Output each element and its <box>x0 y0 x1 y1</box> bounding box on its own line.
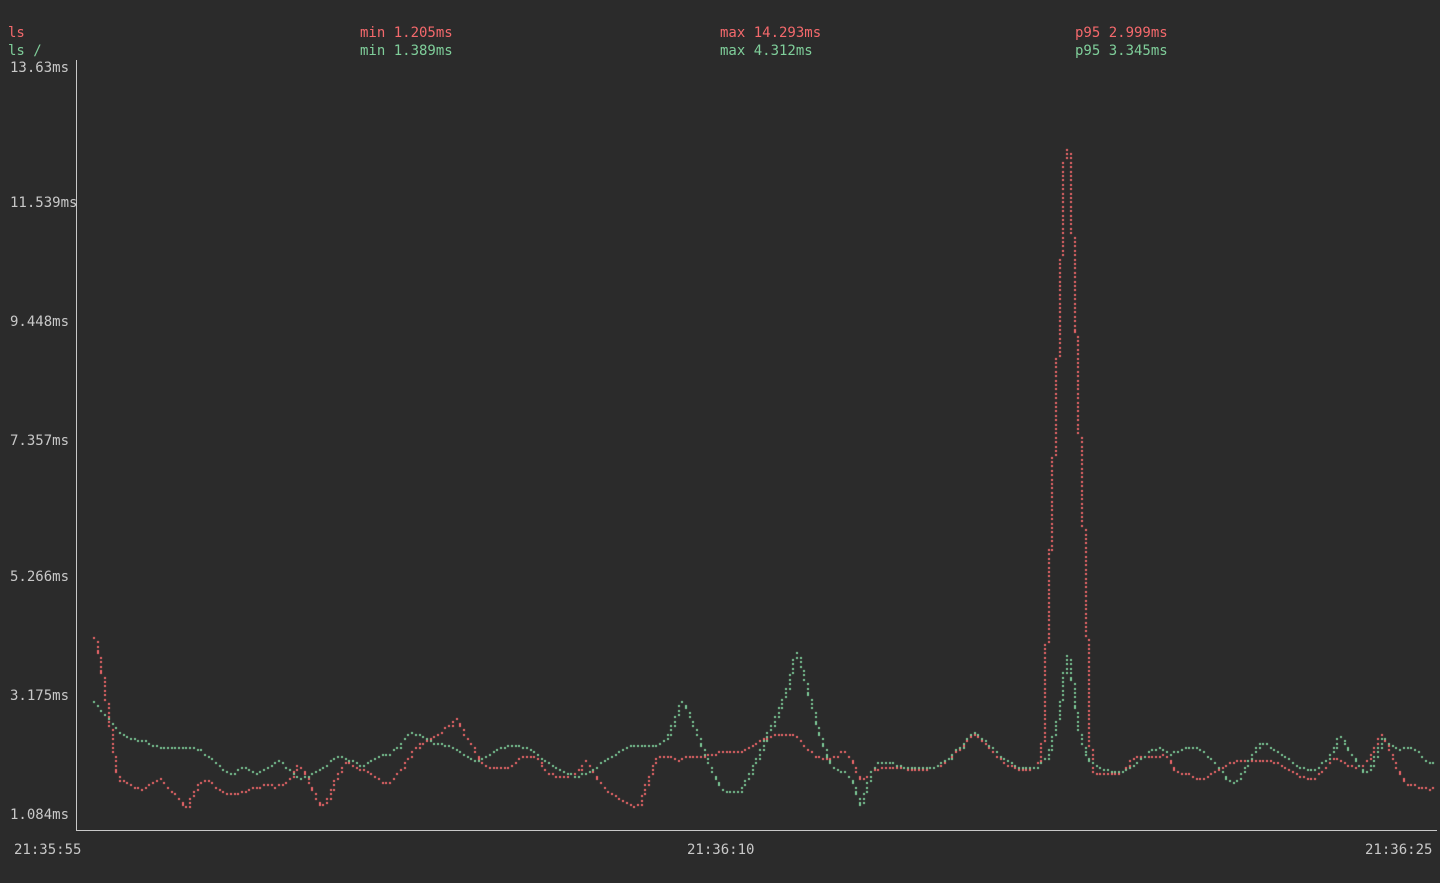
y-tick-label: 5.266ms <box>10 569 70 585</box>
y-tick-label: 1.084ms <box>10 807 70 823</box>
y-tick-label: 13.63ms <box>10 60 70 76</box>
x-axis-line <box>76 830 1437 831</box>
stat-ls-max: max 14.293ms <box>720 25 822 41</box>
x-tick-label: 21:36:25 <box>1365 842 1433 858</box>
legend-series-ls-slash: ls / <box>8 43 42 59</box>
stat-ls-min: min 1.205ms <box>360 25 453 41</box>
x-tick-label: 21:35:55 <box>14 842 82 858</box>
stat-ls-slash-p95: p95 3.345ms <box>1075 43 1168 59</box>
y-tick-label: 3.175ms <box>10 688 70 704</box>
y-tick-label: 11.539ms <box>10 195 78 211</box>
y-tick-label: 7.357ms <box>10 433 70 449</box>
stat-ls-slash-min: min 1.389ms <box>360 43 453 59</box>
legend-series-ls: ls <box>8 25 25 41</box>
y-tick-label: 9.448ms <box>10 314 70 330</box>
stat-ls-slash-max: max 4.312ms <box>720 43 813 59</box>
stat-ls-p95: p95 2.999ms <box>1075 25 1168 41</box>
y-axis-line <box>76 60 77 831</box>
x-tick-label: 21:36:10 <box>687 842 755 858</box>
